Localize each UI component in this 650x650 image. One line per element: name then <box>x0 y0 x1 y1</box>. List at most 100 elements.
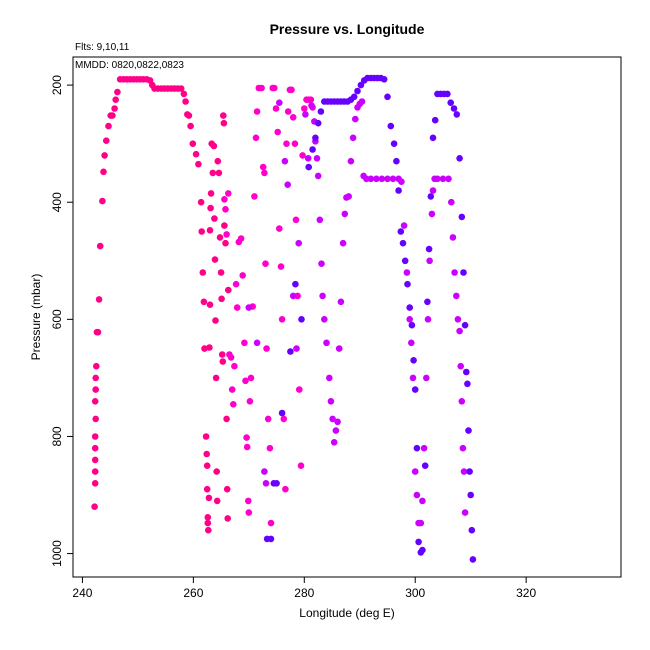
data-point <box>468 526 476 534</box>
data-point <box>220 119 228 127</box>
data-point <box>263 345 270 352</box>
data-point <box>247 374 255 382</box>
data-point <box>292 280 299 288</box>
data-point <box>288 86 295 94</box>
data-point <box>282 485 289 493</box>
data-point <box>215 169 223 177</box>
data-point <box>264 415 272 423</box>
data-point <box>267 519 275 527</box>
data-point <box>112 96 119 103</box>
data-point <box>308 102 315 109</box>
data-point <box>241 339 248 347</box>
data-point <box>216 234 224 241</box>
data-point <box>189 140 197 147</box>
data-point <box>262 480 270 487</box>
data-point <box>427 193 435 200</box>
data-points <box>91 74 477 563</box>
data-point <box>91 444 99 452</box>
data-point <box>459 444 467 452</box>
data-point <box>213 497 221 505</box>
data-point <box>460 269 467 276</box>
data-point <box>421 462 429 470</box>
data-point <box>429 187 437 194</box>
data-point <box>347 157 355 165</box>
data-point <box>305 163 313 171</box>
data-point <box>284 181 292 188</box>
data-point <box>203 462 211 470</box>
data-point <box>91 468 99 475</box>
data-point <box>180 90 188 98</box>
data-point <box>237 235 245 242</box>
data-point <box>321 316 328 323</box>
data-point <box>458 398 466 405</box>
data-point <box>439 175 447 183</box>
data-point <box>313 155 321 162</box>
data-point <box>266 444 274 452</box>
data-point <box>314 119 322 127</box>
data-point <box>277 263 285 270</box>
data-point <box>466 468 473 475</box>
data-point <box>272 105 280 112</box>
data-point <box>200 298 208 306</box>
data-point <box>298 316 305 323</box>
data-point <box>192 150 200 158</box>
data-point <box>211 215 218 222</box>
data-point <box>223 231 230 238</box>
data-point <box>253 339 261 347</box>
data-point <box>271 84 278 92</box>
data-point <box>230 401 237 408</box>
data-point <box>212 374 220 382</box>
data-point <box>423 374 430 382</box>
data-point <box>429 134 437 142</box>
x-tick-label: 300 <box>405 586 425 600</box>
data-point <box>182 98 189 105</box>
data-point <box>419 497 426 505</box>
data-point <box>232 280 240 288</box>
data-point <box>411 386 419 393</box>
data-point <box>207 190 215 197</box>
y-tick-label: 1000 <box>50 540 64 567</box>
data-point <box>213 468 220 475</box>
data-point <box>448 198 455 206</box>
data-point <box>345 193 353 200</box>
data-point <box>457 362 465 370</box>
data-point <box>111 105 118 112</box>
data-point <box>380 76 388 83</box>
data-point <box>218 351 226 358</box>
data-point <box>100 168 107 176</box>
data-point <box>92 386 99 393</box>
data-point <box>206 344 213 351</box>
data-point <box>195 160 202 168</box>
data-point <box>417 519 425 527</box>
data-point <box>225 190 232 197</box>
x-axis: 240 260 280 300 320 <box>72 577 536 600</box>
data-point <box>205 526 212 534</box>
data-point <box>207 204 214 212</box>
data-point <box>289 114 297 121</box>
data-point <box>262 260 269 268</box>
data-point <box>274 128 282 136</box>
data-point <box>317 108 325 115</box>
data-point <box>198 228 205 235</box>
data-point <box>301 105 308 112</box>
data-point <box>222 239 229 247</box>
data-point <box>444 90 451 98</box>
data-point <box>245 304 253 311</box>
data-point <box>453 292 460 300</box>
data-point <box>312 134 319 142</box>
flights-note: Flts: 9,10,11 <box>75 42 130 53</box>
data-point <box>326 374 333 382</box>
data-point <box>408 321 416 329</box>
data-point <box>258 84 265 92</box>
data-point <box>403 269 411 276</box>
data-point <box>259 163 267 171</box>
data-point <box>251 193 258 200</box>
data-point <box>221 222 228 229</box>
data-point <box>393 157 400 165</box>
data-point <box>339 239 347 247</box>
data-point <box>228 386 236 393</box>
data-point <box>223 485 231 493</box>
data-point <box>464 380 471 388</box>
data-point <box>400 222 408 229</box>
